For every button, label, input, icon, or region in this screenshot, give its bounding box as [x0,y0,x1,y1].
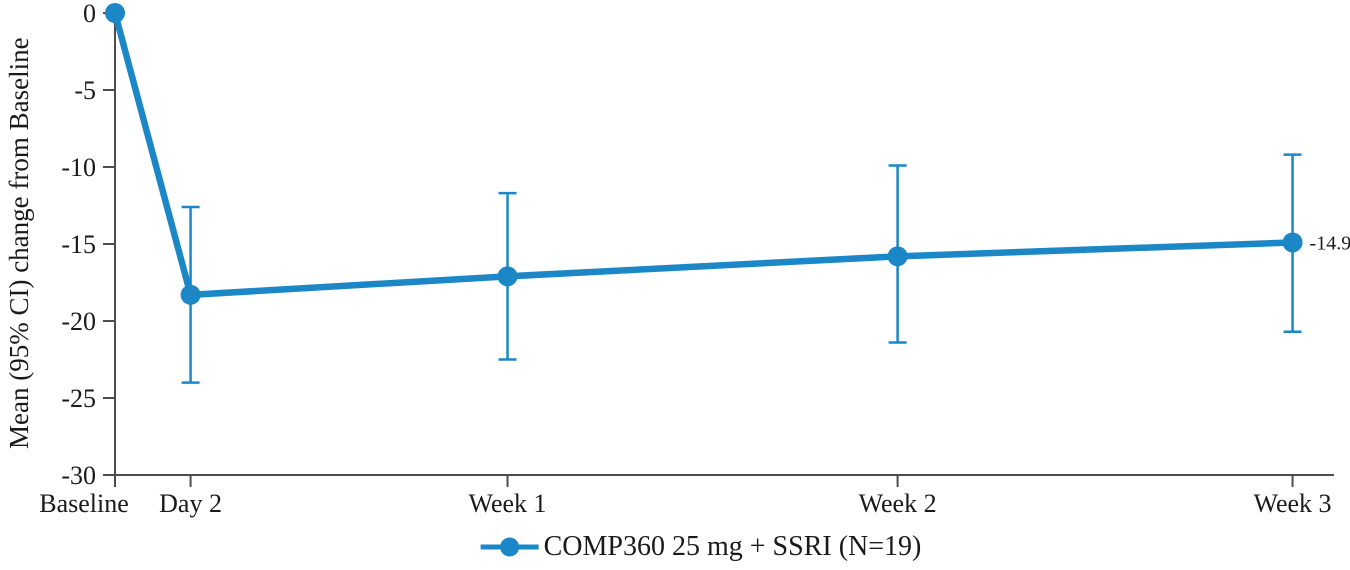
legend: COMP360 25 mg + SSRI (N=19) [479,531,922,563]
y-tick-label: 0 [83,0,96,28]
data-point-marker [105,3,125,23]
x-tick-label: Baseline [39,489,129,518]
y-tick-label: -20 [61,307,96,336]
data-point-marker [887,246,908,267]
legend-line-marker-icon [480,537,539,557]
x-tick-label: Week 3 [1254,489,1332,518]
legend-series-label: COMP360 25 mg + SSRI (N=19) [543,531,922,562]
y-tick-label: -5 [74,76,96,105]
y-tick-label: -15 [61,230,96,259]
data-point-label: -14.9 [1310,232,1350,254]
x-tick-label: Week 2 [859,489,937,518]
y-tick-label: -30 [61,461,96,490]
y-tick-label: -10 [61,153,96,182]
data-point-marker [180,284,201,305]
x-tick-label: Day 2 [159,489,222,518]
data-point-marker [497,266,518,287]
x-tick-label: Week 1 [468,489,546,518]
y-tick-label: -25 [61,384,96,413]
series-line [111,9,1296,299]
y-axis-title: Mean (95% CI) change from Baseline [4,37,34,449]
data-point-marker [1282,232,1303,253]
